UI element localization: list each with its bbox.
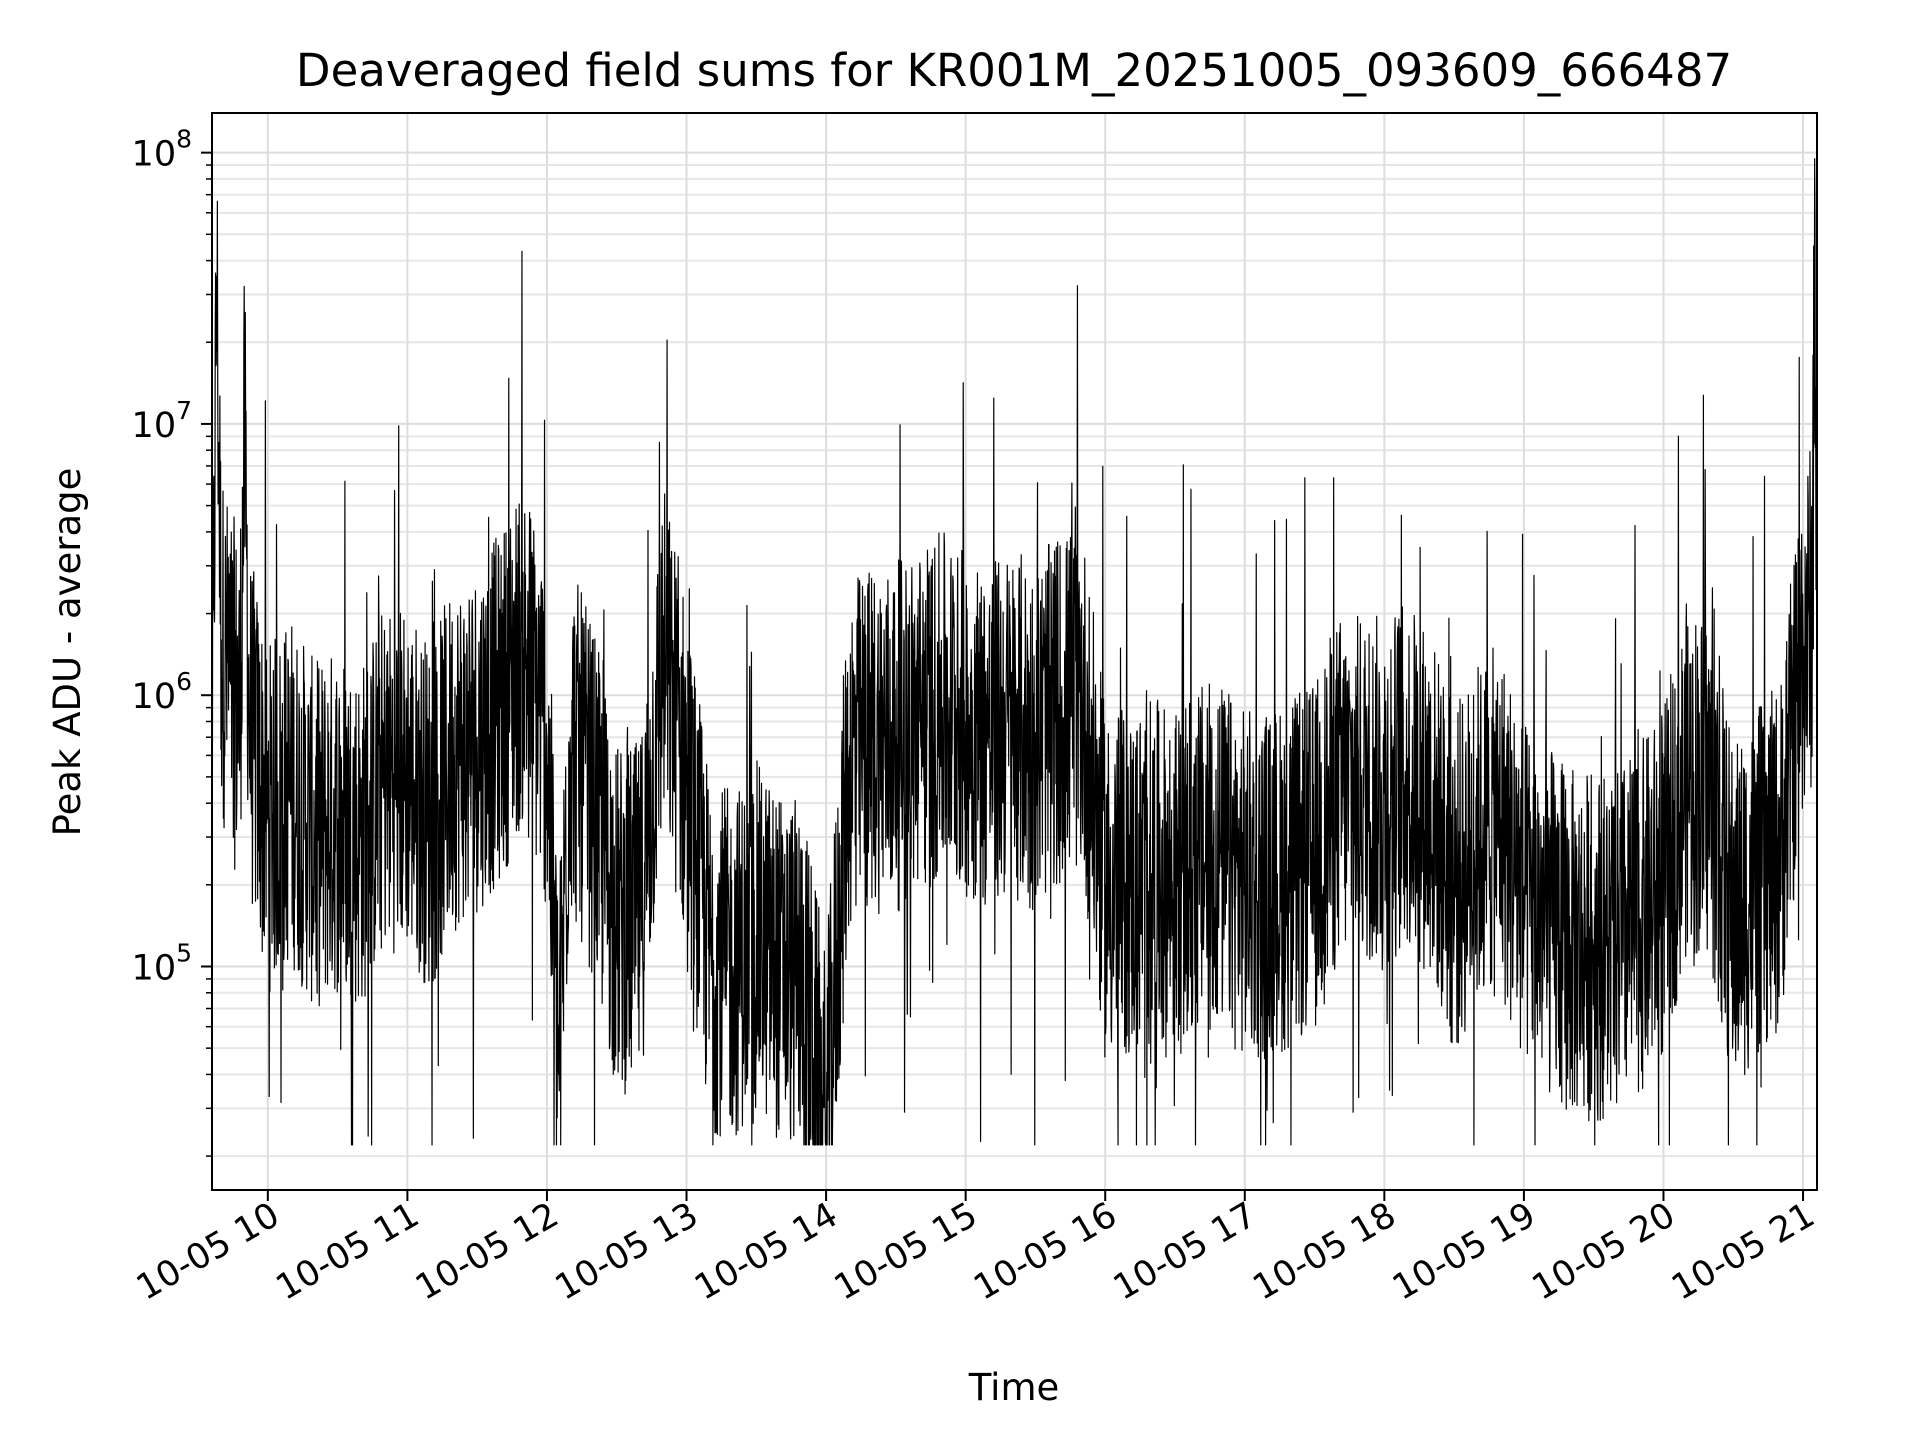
- series-layer: [211, 158, 1818, 1146]
- x-tick-label: 10-05 16: [967, 1195, 1123, 1308]
- x-tick-label: 10-05 18: [1247, 1195, 1403, 1308]
- x-tick-label: 10-05 11: [270, 1195, 426, 1308]
- x-tick-label: 10-05 19: [1386, 1195, 1542, 1308]
- x-axis-label: Time: [968, 1366, 1060, 1409]
- chart-title: Deaveraged field sums for KR001M_2025100…: [296, 44, 1732, 97]
- x-tick-label: 10-05 20: [1526, 1195, 1682, 1308]
- y-tick-label: 105: [132, 938, 192, 988]
- y-axis-label: Peak ADU - average: [46, 468, 89, 837]
- y-tick-label: 106: [132, 667, 192, 717]
- plot-frame: [211, 112, 1818, 1191]
- x-tick-label: 10-05 14: [688, 1195, 844, 1308]
- y-tick-label: 108: [132, 125, 192, 175]
- x-tick-label: 10-05 15: [828, 1195, 984, 1308]
- y-tick-label: 107: [132, 396, 192, 446]
- series-line: [211, 158, 1818, 1146]
- x-tick-label: 10-05 12: [409, 1195, 565, 1308]
- x-tick-label: 10-05 17: [1107, 1195, 1263, 1308]
- x-tick-label: 10-05 21: [1665, 1195, 1821, 1308]
- x-tick-label: 10-05 10: [130, 1195, 286, 1308]
- x-tick-label: 10-05 13: [549, 1195, 705, 1308]
